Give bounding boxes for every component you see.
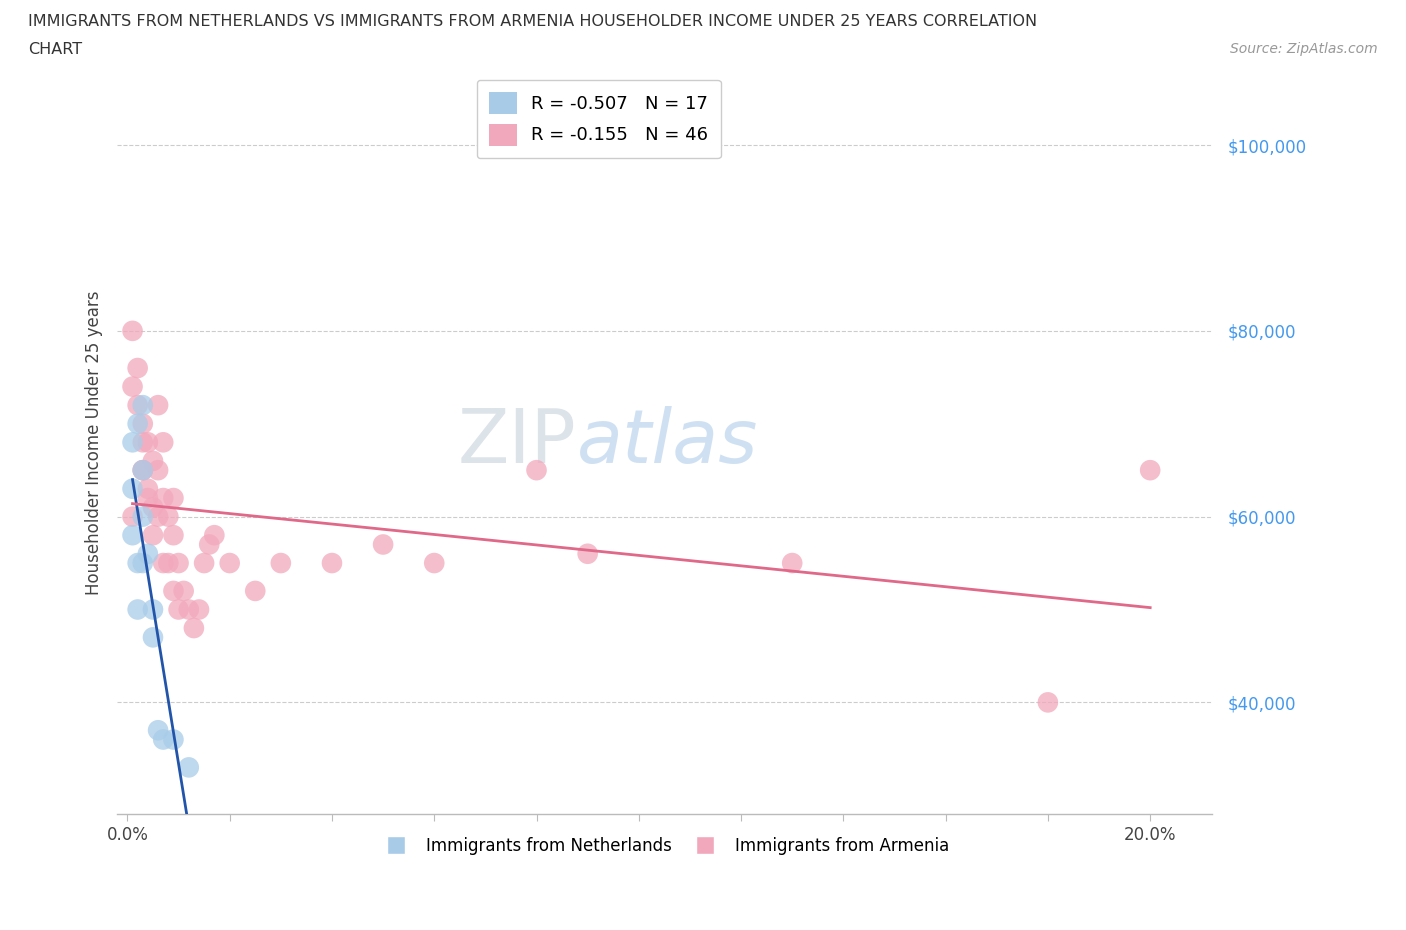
Text: ZIP: ZIP bbox=[458, 405, 576, 479]
Point bbox=[188, 602, 211, 617]
Point bbox=[1036, 695, 1059, 710]
Point bbox=[146, 723, 169, 737]
Point bbox=[146, 463, 169, 478]
Point bbox=[526, 463, 548, 478]
Point bbox=[1139, 463, 1161, 478]
Point bbox=[127, 555, 149, 570]
Point bbox=[177, 760, 200, 775]
Point bbox=[121, 435, 143, 450]
Point bbox=[162, 527, 184, 542]
Point bbox=[218, 555, 240, 570]
Point bbox=[146, 398, 169, 413]
Point bbox=[121, 324, 143, 339]
Point bbox=[132, 510, 155, 525]
Text: atlas: atlas bbox=[576, 406, 758, 478]
Point bbox=[157, 510, 180, 525]
Point bbox=[142, 454, 165, 469]
Point bbox=[136, 491, 159, 506]
Point bbox=[270, 555, 292, 570]
Point bbox=[167, 602, 190, 617]
Point bbox=[157, 555, 180, 570]
Point bbox=[121, 510, 143, 525]
Point bbox=[132, 435, 155, 450]
Point bbox=[127, 398, 149, 413]
Point bbox=[146, 510, 169, 525]
Point bbox=[576, 546, 599, 561]
Point bbox=[152, 555, 174, 570]
Point bbox=[162, 491, 184, 506]
Point bbox=[152, 491, 174, 506]
Point bbox=[142, 630, 165, 644]
Y-axis label: Householder Income Under 25 years: Householder Income Under 25 years bbox=[86, 290, 103, 594]
Point bbox=[132, 417, 155, 432]
Point bbox=[136, 435, 159, 450]
Text: Source: ZipAtlas.com: Source: ZipAtlas.com bbox=[1230, 42, 1378, 56]
Point bbox=[423, 555, 446, 570]
Point bbox=[193, 555, 215, 570]
Point bbox=[177, 602, 200, 617]
Point bbox=[198, 537, 221, 551]
Point bbox=[142, 500, 165, 515]
Point bbox=[121, 482, 143, 497]
Point bbox=[780, 555, 803, 570]
Point bbox=[121, 379, 143, 394]
Point bbox=[132, 463, 155, 478]
Text: IMMIGRANTS FROM NETHERLANDS VS IMMIGRANTS FROM ARMENIA HOUSEHOLDER INCOME UNDER : IMMIGRANTS FROM NETHERLANDS VS IMMIGRANT… bbox=[28, 14, 1038, 29]
Point bbox=[132, 398, 155, 413]
Point bbox=[245, 583, 267, 598]
Point bbox=[136, 482, 159, 497]
Point bbox=[202, 527, 225, 542]
Point bbox=[162, 583, 184, 598]
Point bbox=[127, 602, 149, 617]
Point bbox=[152, 732, 174, 747]
Point bbox=[152, 435, 174, 450]
Point bbox=[167, 555, 190, 570]
Point bbox=[371, 537, 394, 551]
Legend: Immigrants from Netherlands, Immigrants from Armenia: Immigrants from Netherlands, Immigrants … bbox=[373, 830, 956, 861]
Point bbox=[121, 527, 143, 542]
Point bbox=[136, 546, 159, 561]
Point bbox=[183, 620, 205, 635]
Point bbox=[132, 555, 155, 570]
Point bbox=[162, 732, 184, 747]
Point bbox=[142, 602, 165, 617]
Point bbox=[127, 361, 149, 376]
Point bbox=[142, 527, 165, 542]
Point bbox=[132, 463, 155, 478]
Point bbox=[173, 583, 195, 598]
Point bbox=[132, 463, 155, 478]
Point bbox=[321, 555, 343, 570]
Text: CHART: CHART bbox=[28, 42, 82, 57]
Point bbox=[127, 417, 149, 432]
